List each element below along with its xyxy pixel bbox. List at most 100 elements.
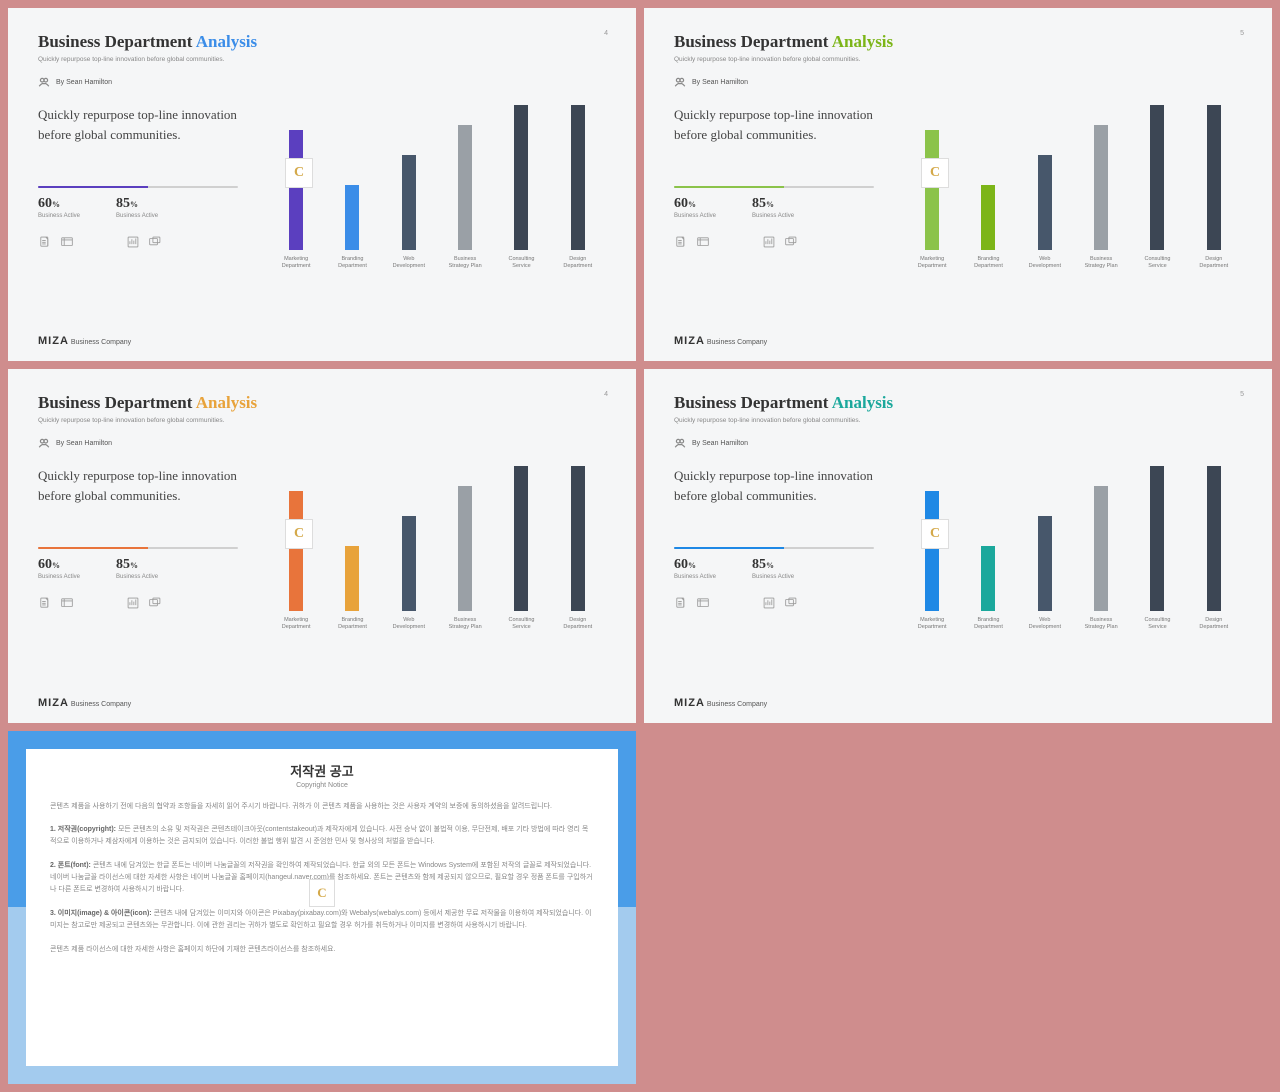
slide-number: 5 bbox=[1240, 30, 1244, 37]
bar-column: Design Department bbox=[1192, 105, 1236, 270]
stat-icon bbox=[762, 596, 776, 610]
analysis-slide: 5Business Department AnalysisQuickly rep… bbox=[644, 8, 1272, 361]
watermark-badge: C bbox=[285, 519, 313, 549]
bar-column: Business Strategy Plan bbox=[443, 486, 487, 631]
stat-icon bbox=[38, 235, 52, 249]
bar-chart: Marketing Department Branding Department W… bbox=[268, 105, 606, 270]
stat-icon bbox=[126, 235, 140, 249]
slide-title: Business Department Analysis bbox=[674, 393, 1242, 413]
copyright-slide: 저작권 공고Copyright Notice콘텐츠 제품을 사용하기 전에 다음… bbox=[8, 731, 636, 1084]
bar-column: Design Department bbox=[556, 105, 600, 270]
quote-text: Quickly repurpose top-line innovation be… bbox=[38, 105, 238, 144]
footer: MIZA Business Company bbox=[38, 335, 131, 347]
progress-track bbox=[38, 186, 238, 188]
bar-label: Marketing Department bbox=[918, 617, 947, 631]
author-row: By Sean Hamilton bbox=[38, 438, 606, 448]
icon-row bbox=[674, 235, 874, 249]
chart-bar bbox=[514, 105, 528, 250]
people-icon bbox=[674, 77, 686, 87]
bar-label: Branding Department bbox=[974, 617, 1003, 631]
bar-column: Consulting Service bbox=[1135, 105, 1179, 270]
copyright-subtitle: Copyright Notice bbox=[50, 782, 594, 789]
slide-subtitle: Quickly repurpose top-line innovation be… bbox=[38, 56, 606, 63]
metric-2: 85%Business Active bbox=[116, 196, 158, 219]
bar-label: Marketing Department bbox=[282, 256, 311, 270]
stat-icon bbox=[696, 235, 710, 249]
slide-subtitle: Quickly repurpose top-line innovation be… bbox=[674, 417, 1242, 424]
author-row: By Sean Hamilton bbox=[38, 77, 606, 87]
stat-icon bbox=[784, 235, 798, 249]
chart-bar bbox=[981, 185, 995, 250]
stat-icon bbox=[674, 596, 688, 610]
footer: MIZA Business Company bbox=[674, 697, 767, 709]
bar-label: Business Strategy Plan bbox=[449, 256, 482, 270]
bar-label: Web Development bbox=[393, 617, 425, 631]
analysis-slide: 5Business Department Analysis Quickly rep… bbox=[644, 369, 1272, 722]
bar-label: Marketing Department bbox=[282, 617, 311, 631]
slide-number: 5 bbox=[1240, 391, 1244, 398]
bar-column: Business Strategy Plan bbox=[443, 125, 487, 270]
icon-row bbox=[674, 596, 874, 610]
chart-bar bbox=[289, 130, 303, 250]
metric-1: 60%Business Active bbox=[38, 196, 80, 219]
chart-bar bbox=[402, 155, 416, 250]
chart-bar bbox=[571, 466, 585, 611]
chart-bar bbox=[345, 546, 359, 611]
bar-label: Branding Department bbox=[338, 256, 367, 270]
stat-icon bbox=[38, 596, 52, 610]
progress-fill bbox=[674, 547, 784, 549]
progress-fill bbox=[38, 186, 148, 188]
people-icon bbox=[38, 77, 50, 87]
bar-column: Consulting Service bbox=[1135, 466, 1179, 631]
chart-bar bbox=[1207, 105, 1221, 250]
metric-1: 60%Business Active bbox=[38, 557, 80, 580]
chart-bar bbox=[458, 125, 472, 250]
bar-chart: Marketing DepartmentBranding DepartmentW… bbox=[904, 105, 1242, 270]
bar-column: Marketing Department bbox=[274, 491, 318, 631]
copyright-para: 3. 이미지(image) & 아이콘(icon): 콘텐츠 내에 담겨있는 이… bbox=[50, 908, 594, 932]
stat-icon bbox=[126, 596, 140, 610]
icon-row bbox=[38, 596, 238, 610]
chart-bar bbox=[925, 491, 939, 611]
chart-bar bbox=[1094, 125, 1108, 250]
bar-label: Consulting Service bbox=[1144, 617, 1170, 631]
bar-label: Web Development bbox=[1029, 617, 1061, 631]
metric-1: 60%Business Active bbox=[674, 557, 716, 580]
chart-bar bbox=[1150, 105, 1164, 250]
progress-track bbox=[674, 547, 874, 549]
bar-chart: Marketing Department Branding Department W… bbox=[268, 466, 606, 631]
chart-bar bbox=[1150, 466, 1164, 611]
chart-bar bbox=[1207, 466, 1221, 611]
bar-column: Consulting Service bbox=[499, 105, 543, 270]
quote-text: Quickly repurpose top-line innovation be… bbox=[38, 466, 238, 505]
bar-label: Branding Department bbox=[338, 617, 367, 631]
bar-label: Web Development bbox=[393, 256, 425, 270]
metric-2: 85%Business Active bbox=[752, 196, 794, 219]
progress-fill bbox=[674, 186, 784, 188]
bar-label: Consulting Service bbox=[508, 256, 534, 270]
stat-icon bbox=[60, 596, 74, 610]
bar-column: Business Strategy Plan bbox=[1079, 125, 1123, 270]
chart-bar bbox=[1038, 516, 1052, 611]
stat-icon bbox=[148, 596, 162, 610]
progress-fill bbox=[38, 547, 148, 549]
slide-subtitle: Quickly repurpose top-line innovation be… bbox=[674, 56, 1242, 63]
chart-bar bbox=[1094, 486, 1108, 611]
stat-icon bbox=[60, 235, 74, 249]
bar-column: Marketing Department bbox=[910, 491, 954, 631]
bar-column: Web Development bbox=[387, 155, 431, 270]
bar-column: Web Development bbox=[387, 516, 431, 631]
chart-bar bbox=[402, 516, 416, 611]
metric-2: 85%Business Active bbox=[752, 557, 794, 580]
analysis-slide: 4Business Department AnalysisQuickly rep… bbox=[8, 8, 636, 361]
metric-2: 85%Business Active bbox=[116, 557, 158, 580]
stat-icon bbox=[696, 596, 710, 610]
people-icon bbox=[38, 438, 50, 448]
bar-label: Business Strategy Plan bbox=[449, 617, 482, 631]
people-icon bbox=[674, 438, 686, 448]
slide-number: 4 bbox=[604, 30, 608, 37]
bar-label: Business Strategy Plan bbox=[1085, 617, 1118, 631]
author-row: By Sean Hamilton bbox=[674, 438, 1242, 448]
author-row: By Sean Hamilton bbox=[674, 77, 1242, 87]
bar-label: Consulting Service bbox=[1144, 256, 1170, 270]
